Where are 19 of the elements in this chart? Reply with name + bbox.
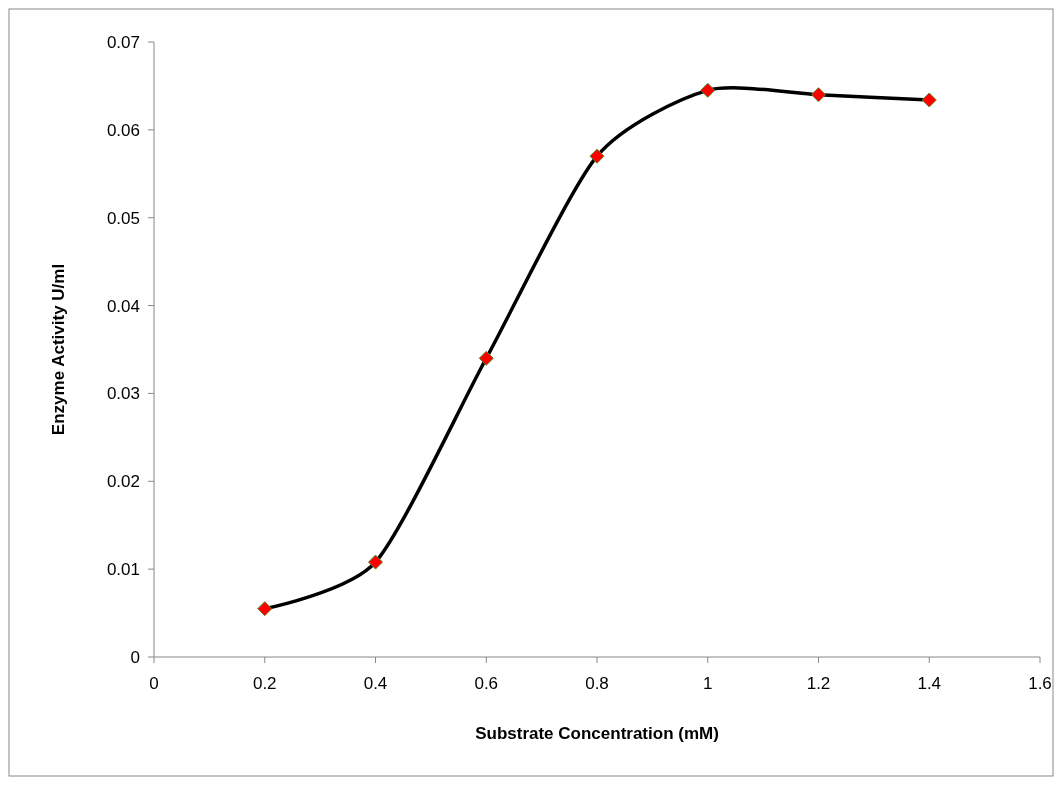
- y-axis-title: Enzyme Activity U/ml: [49, 263, 68, 436]
- x-tick-label: 0.2: [252, 674, 277, 693]
- x-tick-label: 1.2: [806, 674, 831, 693]
- y-tick-label: 0.04: [106, 296, 140, 316]
- y-tick-label: 0.02: [106, 472, 140, 492]
- x-tick-label: 0.6: [474, 674, 499, 693]
- x-tick-label: 0: [149, 674, 159, 693]
- y-tick-label: 0.07: [106, 32, 140, 52]
- y-tick-label: 0: [130, 647, 140, 667]
- y-tick-label: 0.01: [106, 560, 140, 580]
- x-axis-title: Substrate Concentration (mM): [475, 724, 719, 743]
- x-tick-label: 1: [703, 674, 713, 693]
- y-tick-label: 0.03: [106, 384, 140, 404]
- x-tick-label: 0.4: [363, 674, 388, 693]
- x-tick-label: 0.8: [585, 674, 609, 693]
- x-tick-label: 1.4: [917, 674, 942, 693]
- x-tick-label: 1.6: [1028, 674, 1052, 693]
- y-tick-label: 0.05: [106, 208, 140, 228]
- y-tick-label: 0.06: [106, 120, 140, 140]
